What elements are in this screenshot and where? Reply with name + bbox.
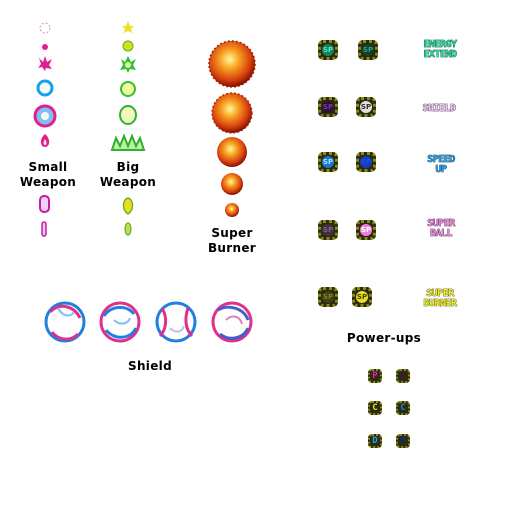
- super-burner-label-line2: Burner: [207, 241, 256, 255]
- letter-p-tile-2: P: [396, 369, 410, 383]
- powerup-shield-sp-text: SP: [360, 101, 372, 113]
- big-weapon-bullet-large: [122, 197, 134, 215]
- big-weapon-frame-1: [122, 21, 134, 33]
- powerup-speed-sp-text-dim: SP: [360, 156, 372, 168]
- shield-frame-4: [211, 301, 253, 343]
- ball-text-line2: BALL: [429, 228, 453, 239]
- powerup-ball-tile-1: SP: [318, 220, 338, 240]
- powerup-burner-sp-text: SP: [356, 291, 368, 303]
- shield-frame-2: [99, 301, 141, 343]
- letter-c-tile-2: C: [396, 401, 410, 415]
- small-weapon-label-line1: Small: [28, 160, 68, 174]
- powerup-burner-sp-text-dim: SP: [322, 291, 334, 303]
- super-burner-label-line1: Super: [211, 226, 253, 240]
- big-weapon-frame-2: [122, 40, 134, 52]
- powerup-speed-up-text: SPEED UP: [416, 154, 466, 175]
- powerup-ball-sp-text: SP: [360, 224, 372, 236]
- small-weapon-label-line2: Weapon: [19, 175, 77, 189]
- small-weapon-sprites: [33, 22, 57, 147]
- powerups-label: Power-ups: [346, 331, 422, 345]
- small-weapon-frame-3: [38, 56, 52, 71]
- small-weapon-frame-1: [39, 22, 51, 34]
- super-burner-label: Super Burner: [196, 226, 268, 256]
- powerup-burner-tile-1: SP: [318, 287, 338, 307]
- letter-p-tile-1: P: [368, 369, 382, 383]
- big-weapon-label-line2: Weapon: [99, 175, 157, 189]
- burner-frame-2: [212, 93, 252, 133]
- burner-frame-1: [209, 41, 255, 87]
- small-weapon-frame-2: [42, 44, 48, 50]
- burner-frame-5: [225, 203, 239, 217]
- burner-text-line2: BURNER: [423, 298, 457, 309]
- shield-frame-3: [155, 301, 197, 343]
- big-weapon-label: Big Weapon: [92, 160, 164, 190]
- letter-d-tile-1: D: [368, 434, 382, 448]
- burner-frame-3: [217, 137, 247, 167]
- powerup-energy-extend-text: ENERGY EXTEND: [410, 39, 470, 60]
- big-weapon-bullet-small: [124, 222, 132, 236]
- shield-frame-1: [44, 301, 86, 343]
- big-weapon-label-line1: Big: [116, 160, 140, 174]
- powerup-super-burner-text: SUPER BURNER: [414, 288, 466, 309]
- super-burner-sprites: [208, 40, 256, 217]
- ball-text-line1: SUPER: [427, 218, 456, 229]
- small-weapon-bullet-large: [39, 195, 50, 213]
- small-weapon-frame-4: [36, 79, 54, 97]
- big-weapon-frame-6: [110, 133, 146, 151]
- powerup-ball-tile-2: SP: [356, 220, 376, 240]
- letter-c-tile-1: C: [368, 401, 382, 415]
- big-weapon-bullets: [122, 197, 134, 236]
- speed-text-line2: UP: [435, 164, 447, 175]
- powerup-shield-text: SHIELD: [422, 103, 456, 114]
- big-weapon-frame-4: [120, 81, 136, 97]
- small-weapon-bullet-small: [41, 221, 47, 237]
- powerup-burner-tile-2: SP: [352, 287, 372, 307]
- powerup-energy-tile-2: SP: [358, 40, 378, 60]
- powerup-speed-sp-text: SP: [322, 156, 334, 168]
- energy-text-line1: ENERGY: [423, 39, 457, 50]
- small-weapon-bullets: [39, 195, 50, 237]
- powerup-speed-tile-1: SP: [318, 152, 338, 172]
- powerup-shield-tile-1: SP: [318, 97, 338, 117]
- burner-frame-4: [221, 173, 243, 195]
- letter-d-tile-2: D: [396, 434, 410, 448]
- big-weapon-frame-5: [119, 105, 137, 125]
- energy-text-line2: EXTEND: [423, 49, 457, 60]
- speed-text-line1: SPEED: [427, 154, 456, 165]
- small-weapon-label: Small Weapon: [12, 160, 84, 190]
- powerup-shield-sp-text-dim: SP: [322, 101, 334, 113]
- powerup-speed-tile-2: SP: [356, 152, 376, 172]
- shield-sprites: [44, 301, 253, 343]
- powerup-energy-sp-text: SP: [322, 44, 334, 56]
- powerup-energy-tile-1: SP: [318, 40, 338, 60]
- powerup-energy-sp-text-dim: SP: [362, 44, 374, 56]
- big-weapon-sprites: [110, 21, 146, 151]
- powerup-ball-sp-text-dim: SP: [322, 224, 334, 236]
- powerup-super-ball-text: SUPER BALL: [418, 218, 464, 239]
- powerup-shield-tile-2: SP: [356, 97, 376, 117]
- burner-text-line1: SUPER: [426, 288, 455, 299]
- shield-label: Shield: [128, 359, 172, 373]
